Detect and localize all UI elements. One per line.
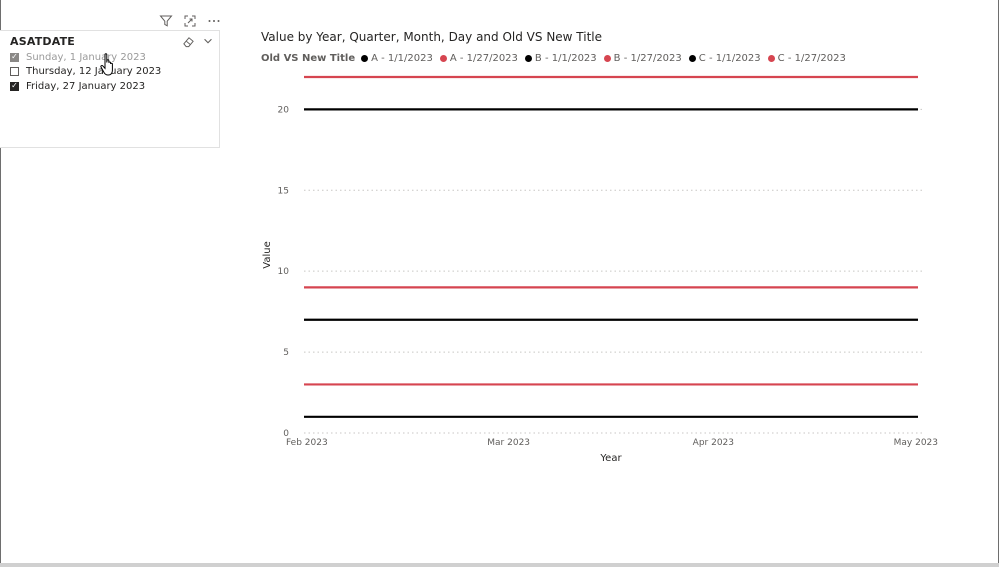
x-tick-label: Mar 2023 bbox=[487, 438, 530, 448]
slicer-item-label: Friday, 27 January 2023 bbox=[26, 80, 146, 92]
x-axis-title: Year bbox=[599, 453, 622, 464]
y-tick-label: 0 bbox=[283, 429, 289, 439]
y-axis-title: Value bbox=[262, 241, 273, 268]
checkbox-checked[interactable]: ✓ bbox=[10, 52, 19, 62]
legend-title: Old VS New Title bbox=[261, 53, 356, 64]
slicer-item-jan-12[interactable]: Thursday, 12 January 2023 bbox=[10, 65, 161, 80]
slicer-item-label: Sunday, 1 January 2023 bbox=[26, 51, 146, 63]
visual-header bbox=[158, 12, 222, 30]
x-tick-label: Apr 2023 bbox=[693, 438, 734, 448]
x-tick-label: Feb 2023 bbox=[286, 438, 328, 448]
filter-icon[interactable] bbox=[158, 13, 174, 29]
canvas-bottom-edge bbox=[0, 563, 999, 567]
checkbox-unchecked[interactable] bbox=[10, 67, 19, 77]
y-tick-label: 20 bbox=[278, 105, 290, 115]
legend-item-c-new[interactable]: C - 1/27/2023 bbox=[767, 53, 846, 64]
chart-legend: Old VS New Title A - 1/1/2023 A - 1/27/2… bbox=[261, 53, 853, 64]
slicer-list: ✓ Sunday, 1 January 2023 Thursday, 12 Ja… bbox=[10, 50, 161, 94]
checkbox-checked[interactable]: ✓ bbox=[10, 81, 19, 91]
slicer-item-jan-27[interactable]: ✓ Friday, 27 January 2023 bbox=[10, 79, 161, 94]
slicer-item-label: Thursday, 12 January 2023 bbox=[26, 66, 162, 78]
more-options-icon[interactable] bbox=[206, 13, 222, 29]
y-tick-label: 10 bbox=[278, 267, 290, 277]
chart-title: Value by Year, Quarter, Month, Day and O… bbox=[261, 30, 603, 44]
slicer-title: ASATDATE bbox=[10, 35, 76, 48]
legend-item-b-old[interactable]: B - 1/1/2023 bbox=[524, 53, 597, 64]
eraser-icon[interactable] bbox=[181, 34, 195, 48]
slicer-item-jan-1[interactable]: ✓ Sunday, 1 January 2023 bbox=[10, 50, 161, 65]
date-slicer: ASATDATE ✓ Sunday, 1 January 2023 Thursd… bbox=[0, 30, 220, 148]
legend-item-a-old[interactable]: A - 1/1/2023 bbox=[361, 53, 433, 64]
legend-item-c-old[interactable]: C - 1/1/2023 bbox=[688, 53, 761, 64]
focus-mode-icon[interactable] bbox=[182, 13, 198, 29]
y-tick-label: 5 bbox=[283, 348, 289, 358]
x-tick-label: May 2023 bbox=[894, 438, 938, 448]
legend-item-a-new[interactable]: A - 1/27/2023 bbox=[439, 53, 518, 64]
chevron-down-icon[interactable] bbox=[201, 34, 215, 48]
legend-item-b-new[interactable]: B - 1/27/2023 bbox=[603, 53, 682, 64]
y-tick-label: 15 bbox=[278, 186, 289, 196]
